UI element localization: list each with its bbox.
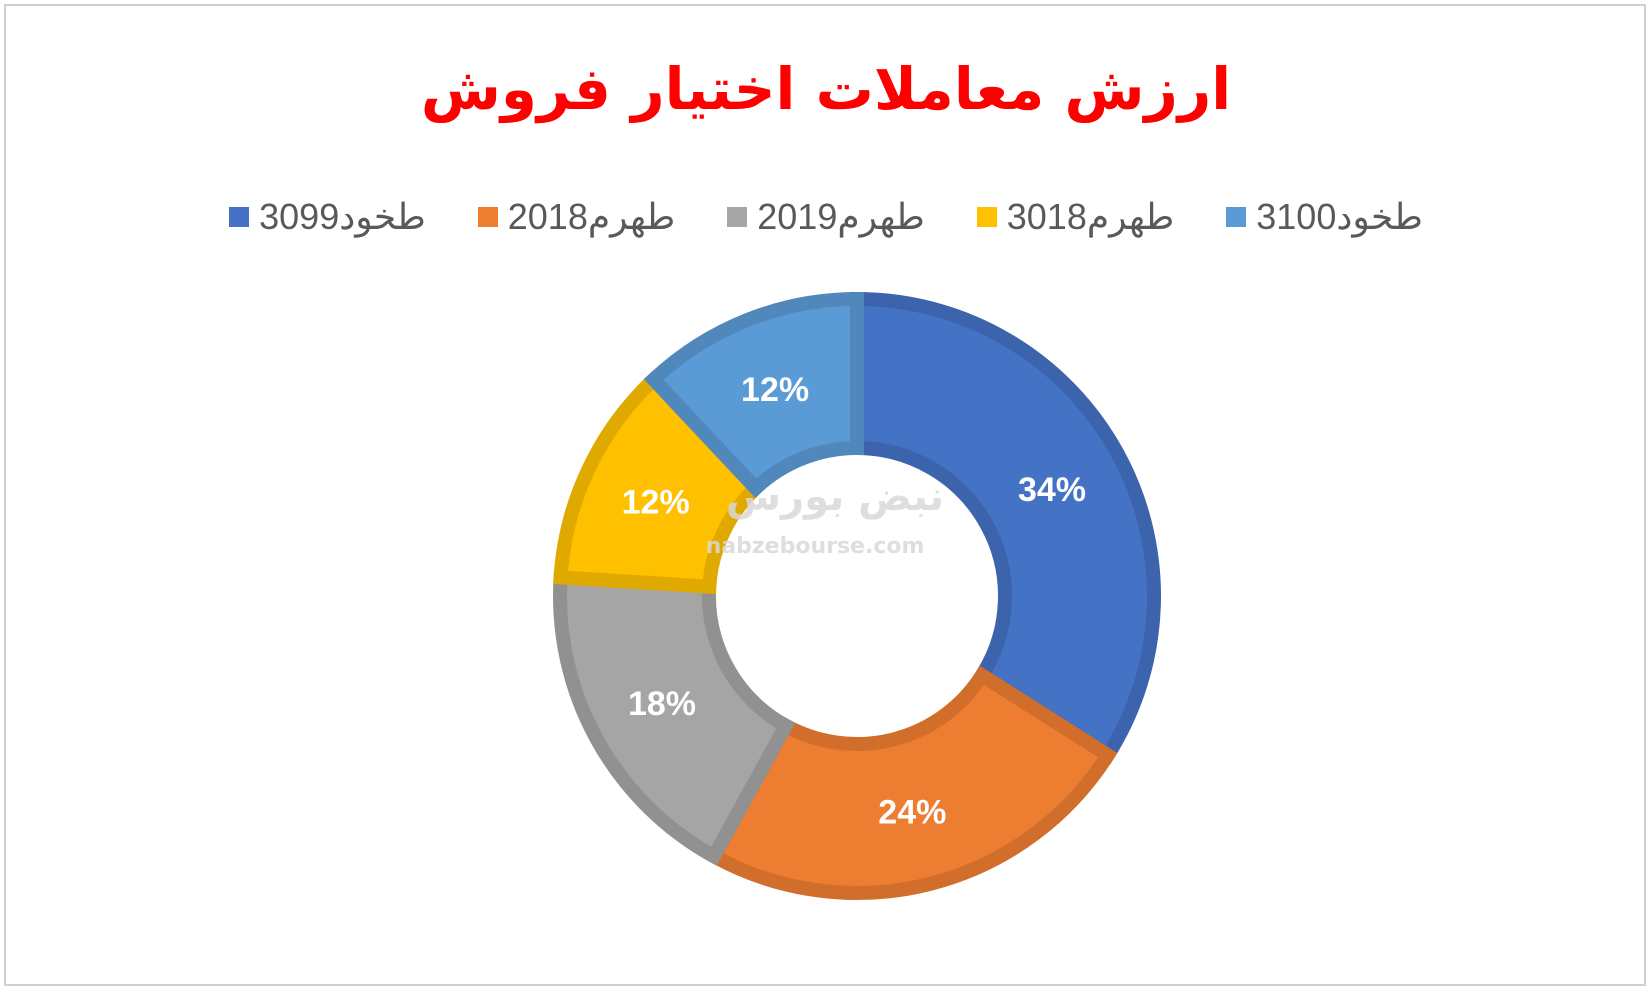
legend-swatch	[976, 207, 997, 227]
watermark: نبض بورس nabzebourse.com	[706, 474, 944, 559]
chart-legend: طخود3099 طهرم2018 طهرم2019 طهرم3018 طخود…	[0, 196, 1652, 238]
donut-slice	[704, 665, 1118, 900]
legend-item: طخود3100	[1226, 196, 1423, 238]
donut-slice	[643, 291, 864, 499]
legend-item: طهرم2018	[477, 196, 676, 238]
donut-slice	[850, 291, 1162, 765]
legend-label: طخود3100	[1256, 196, 1423, 237]
chart-title: ارزش معاملات اختیار فروش	[420, 55, 1232, 123]
slice-value-label: 18%	[628, 685, 696, 723]
donut-slice	[553, 569, 796, 866]
slice-value-label: 12%	[622, 483, 690, 521]
legend-item: طهرم3018	[976, 196, 1175, 238]
donut-slices	[553, 291, 1162, 900]
legend-item: طخود3099	[229, 196, 426, 238]
watermark-brand: نبض بورس	[726, 474, 944, 520]
legend-swatch	[477, 207, 498, 227]
legend-label: طخود3099	[259, 196, 426, 237]
legend-label: طهرم2019	[757, 196, 925, 237]
slice-value-label: 34%	[1018, 471, 1086, 509]
slice-labels: 34% 24% 18% 12% 12%	[622, 371, 1086, 831]
legend-swatch	[1226, 207, 1247, 227]
legend-item: طهرم2019	[727, 196, 925, 238]
slice-value-label: 12%	[741, 371, 809, 409]
slice-value-label: 24%	[878, 794, 946, 832]
legend-label: طهرم2018	[507, 196, 676, 237]
legend-swatch	[727, 207, 748, 227]
legend-swatch	[229, 207, 250, 227]
legend-label: طهرم3018	[1006, 196, 1175, 237]
watermark-url: nabzebourse.com	[706, 534, 925, 559]
